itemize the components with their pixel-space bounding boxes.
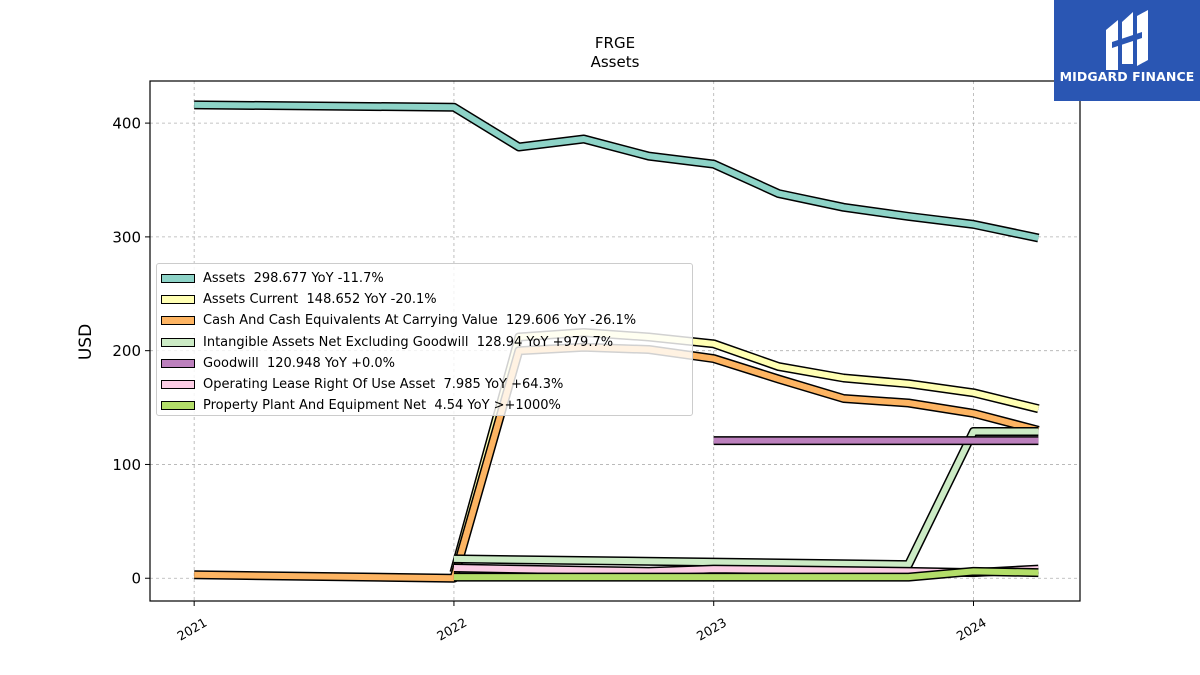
legend-swatch: [161, 358, 195, 368]
y-tick-label: 400: [112, 115, 141, 133]
legend-item: Intangible Assets Net Excluding Goodwill…: [161, 332, 692, 353]
legend-label: Property Plant And Equipment Net 4.54 Yo…: [203, 398, 561, 414]
legend-item: Operating Lease Right Of Use Asset 7.985…: [161, 374, 692, 395]
legend-swatch: [161, 401, 195, 411]
midgard-finance-logo: MIDGARD FINANCE: [1054, 0, 1200, 101]
series-assets: [194, 100, 1040, 243]
legend-swatch: [161, 274, 195, 284]
plot-frame: [149, 80, 1081, 602]
legend-swatch: [161, 316, 195, 326]
legend-item: Cash And Cash Equivalents At Carrying Va…: [161, 310, 692, 331]
series-line: [194, 101, 1040, 241]
series-property-plant-and-equipment-net: [453, 566, 1039, 582]
legend-label: Assets 298.677 YoY -11.7%: [203, 271, 384, 287]
chart-subtitle: Assets: [591, 53, 640, 71]
legend-label: Cash And Cash Equivalents At Carrying Va…: [203, 313, 637, 329]
y-tick-label: 0: [131, 570, 141, 588]
series-cash-and-cash-equivalents-at-carrying-value: [194, 342, 1040, 583]
legend-swatch: [161, 337, 195, 347]
legend-label: Assets Current 148.652 YoY -20.1%: [203, 292, 437, 308]
y-tick-label: 100: [112, 456, 141, 474]
x-tick-label: 2022: [434, 615, 469, 644]
y-axis-label: USD: [76, 324, 96, 360]
legend-swatch: [161, 380, 195, 390]
legend-label: Goodwill 120.948 YoY +0.0%: [203, 355, 396, 371]
logo-text: MIDGARD FINANCE: [1059, 69, 1195, 84]
x-tick-label: 2023: [694, 615, 729, 644]
series-line: [453, 428, 1039, 568]
logo-mark-icon: [1106, 10, 1148, 70]
series-line: [194, 344, 1040, 582]
series-lines: [194, 100, 1040, 583]
y-tick-label: 200: [112, 342, 141, 360]
legend-item: Goodwill 120.948 YoY +0.0%: [161, 353, 692, 374]
chart-title: FRGE: [595, 34, 635, 52]
legend-swatch: [161, 295, 195, 305]
x-tick-label: 2021: [174, 615, 209, 644]
legend-item: Assets Current 148.652 YoY -20.1%: [161, 289, 692, 310]
legend-item: Property Plant And Equipment Net 4.54 Yo…: [161, 395, 692, 416]
legend-label: Operating Lease Right Of Use Asset 7.985…: [203, 377, 564, 393]
legend: Assets 298.677 YoY -11.7% Assets Current …: [156, 263, 693, 416]
series-intangible-assets-net-excluding-goodwill: [453, 427, 1039, 570]
x-tick-label: 2024: [954, 615, 989, 644]
legend-item: Assets 298.677 YoY -11.7%: [161, 268, 692, 289]
y-tick-label: 300: [112, 228, 141, 246]
series-outline: [453, 427, 1039, 570]
series-line: [453, 568, 1039, 581]
legend-label: Intangible Assets Net Excluding Goodwill…: [203, 334, 614, 350]
